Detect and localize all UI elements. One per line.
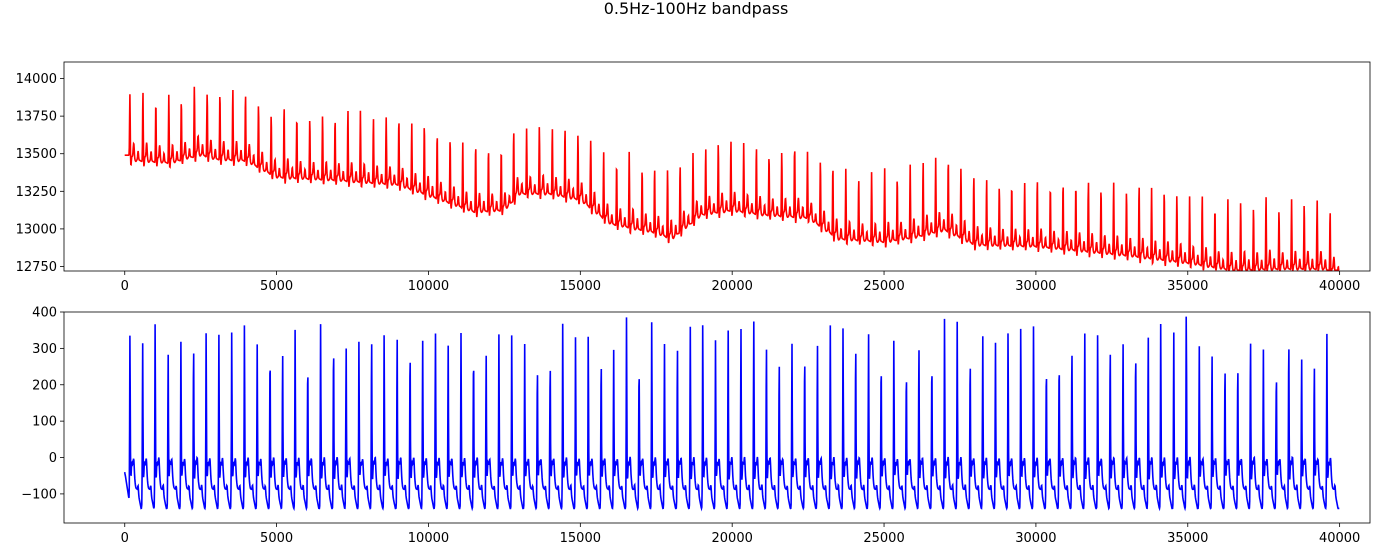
y-tick-label: 13500 xyxy=(16,147,57,162)
x-tick-label: 20000 xyxy=(712,531,753,546)
figure-title: 0.5Hz-100Hz bandpass xyxy=(604,0,789,18)
x-tick-label: 0 xyxy=(121,279,129,294)
x-tick-label: 35000 xyxy=(1167,531,1208,546)
x-tick-label: 10000 xyxy=(408,279,449,294)
x-tick-label: 5000 xyxy=(260,279,293,294)
x-tick-label: 20000 xyxy=(712,279,753,294)
x-tick-label: 40000 xyxy=(1319,531,1360,546)
y-tick-label: 13000 xyxy=(16,222,57,237)
top-axes-raw-signal: 0 5000 10000 15000 20000 25000 30000 35000 40000… xyxy=(16,61,1371,294)
y-tick-label: 100 xyxy=(32,415,57,430)
y-tick-label: 200 xyxy=(32,378,57,393)
x-tick-label: 35000 xyxy=(1167,279,1208,294)
series-line xyxy=(123,316,1340,512)
bottom-axes-filtered-signal: 0 5000 10000 15000 20000 25000 30000 35000 40000… xyxy=(21,306,1371,546)
y-tick-label: 13750 xyxy=(16,110,57,125)
axes-frame xyxy=(63,61,1371,272)
x-tick-label: 40000 xyxy=(1319,279,1360,294)
x-tick-label: 10000 xyxy=(408,531,449,546)
x-tick-label: 15000 xyxy=(560,531,601,546)
x-tick-label: 30000 xyxy=(1015,531,1056,546)
y-tick-label: 14000 xyxy=(16,72,57,87)
x-tick-label: 25000 xyxy=(863,531,904,546)
y-tick-label: 300 xyxy=(32,342,57,357)
series-line xyxy=(124,86,1340,271)
x-tick-label: 0 xyxy=(121,531,129,546)
y-tick-label: −100 xyxy=(21,487,57,502)
x-tick-label: 25000 xyxy=(863,279,904,294)
x-tick-label: 15000 xyxy=(560,279,601,294)
y-tick-label: 0 xyxy=(49,451,57,466)
y-tick-label: 400 xyxy=(32,306,57,321)
x-tick-label: 30000 xyxy=(1015,279,1056,294)
y-tick-label: 12750 xyxy=(16,260,57,275)
axes-frame xyxy=(63,311,1371,524)
x-tick-label: 5000 xyxy=(260,531,293,546)
y-tick-label: 13250 xyxy=(16,185,57,200)
